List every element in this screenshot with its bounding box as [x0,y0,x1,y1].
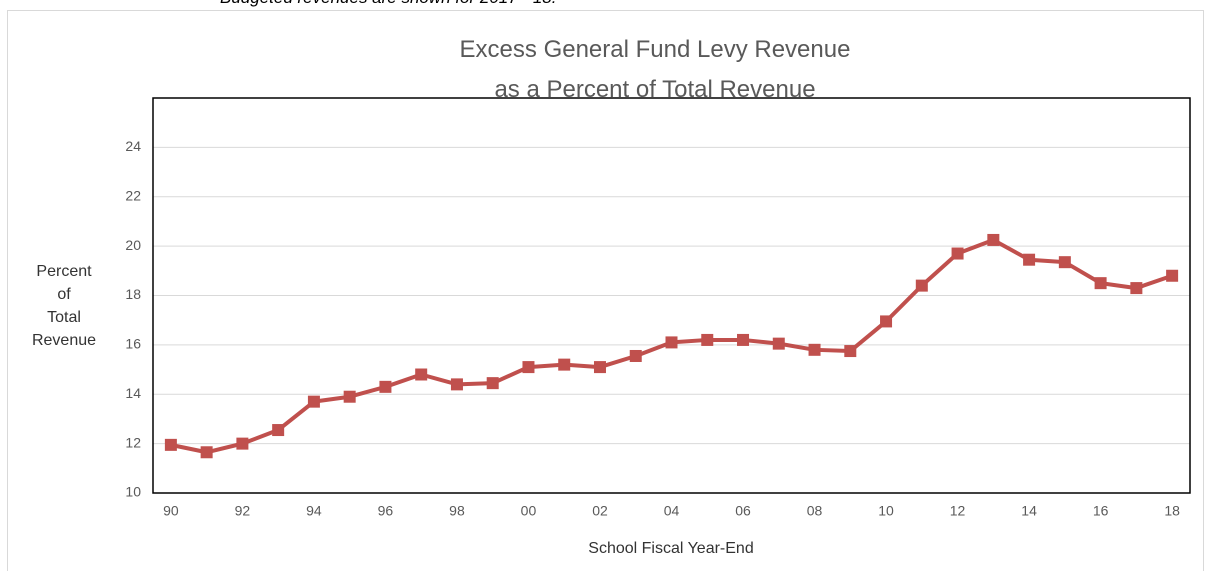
chart-title: Excess General Fund Levy Revenue as a Pe… [459,36,851,103]
marker [701,333,714,346]
note: Budgeted revenues are shown for 2017 - 1… [220,0,556,8]
x-tick-label: 12 [950,503,966,519]
marker [629,349,642,362]
marker [593,361,606,374]
marker [987,233,1000,246]
x-tick-label: 08 [807,503,823,519]
y-tick-label: 24 [125,138,141,154]
x-tick-label: 06 [735,503,751,519]
y-tick-label: 20 [125,237,141,253]
y-tick-label: 18 [125,286,141,302]
y-tick-label: 10 [125,484,141,500]
marker [415,368,428,381]
marker [486,377,499,390]
marker [1166,269,1179,282]
y-axis-label: Percent of Total Revenue [31,263,97,349]
x-tick-label: 18 [1164,503,1180,519]
marker [343,390,356,403]
marker [450,378,463,391]
marker [1130,282,1143,295]
x-tick-label: 02 [592,503,608,519]
x-tick-label: 90 [163,503,179,519]
x-tick-label: 94 [306,503,322,519]
y-tick-label: 22 [125,187,141,203]
marker [558,358,571,371]
marker [915,279,928,292]
y-tick-label: 14 [125,385,141,401]
plot-frame [152,97,1191,494]
marker [880,315,893,328]
x-tick-label: 00 [521,503,537,519]
x-tick-label: 16 [1093,503,1109,519]
y-tick-label: 12 [125,434,141,450]
marker [772,337,785,350]
x-axis-label: School Fiscal Year-End [588,540,754,557]
marker [200,446,213,459]
marker [844,345,857,358]
x-tick-label: 04 [664,503,680,519]
x-tick-label: 98 [449,503,465,519]
marker [522,361,535,374]
y-tick-label: 16 [125,336,141,352]
marker [1058,256,1071,269]
chart-frame [7,10,1204,571]
marker [307,395,320,408]
marker [236,437,249,450]
x-tick-label: 92 [235,503,251,519]
marker [272,424,285,437]
marker [665,336,678,349]
marker [737,333,750,346]
marker [808,343,821,356]
marker [1023,253,1036,266]
x-tick-label: 96 [378,503,394,519]
marker [379,380,392,393]
marker [1094,277,1107,290]
x-tick-label: 14 [1021,503,1037,519]
marker [164,438,177,451]
x-tick-label: 10 [878,503,894,519]
marker [951,247,964,260]
